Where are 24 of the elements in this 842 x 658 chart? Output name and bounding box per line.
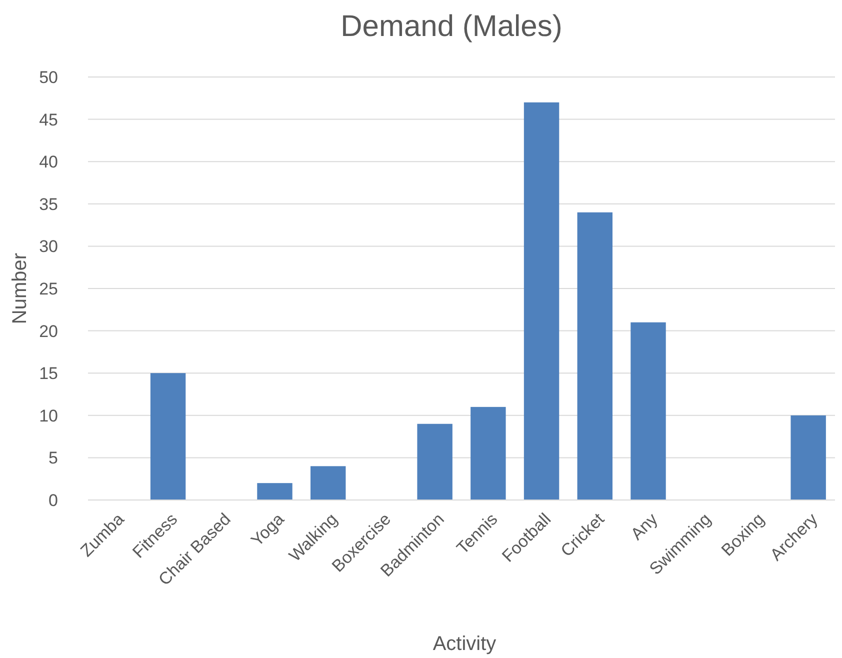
bar — [470, 406, 506, 500]
bar — [417, 424, 452, 500]
y-tick-label: 35 — [39, 194, 58, 214]
y-tick-label: 20 — [39, 322, 58, 341]
y-tick-label: 50 — [39, 68, 58, 87]
bar — [790, 415, 826, 500]
bar — [150, 373, 186, 500]
x-tick-label: Yoga — [247, 509, 288, 550]
y-tick-label: 5 — [48, 448, 58, 468]
bar — [257, 483, 292, 500]
bar — [310, 466, 346, 500]
y-tick-label: 45 — [39, 110, 58, 130]
y-tick-label: 0 — [48, 490, 58, 510]
y-axis-title: Number — [9, 252, 31, 324]
y-tick-label: 15 — [39, 364, 58, 384]
y-tick-label: 40 — [39, 152, 58, 172]
bar — [577, 212, 612, 500]
y-tick-label: 30 — [39, 237, 58, 256]
bar — [630, 322, 666, 500]
y-tick-label: 25 — [39, 279, 58, 298]
bar — [524, 102, 560, 500]
chart-title: Demand (Males) — [340, 10, 562, 43]
x-axis-title: Activity — [432, 633, 496, 655]
y-tick-label: 10 — [39, 406, 58, 426]
